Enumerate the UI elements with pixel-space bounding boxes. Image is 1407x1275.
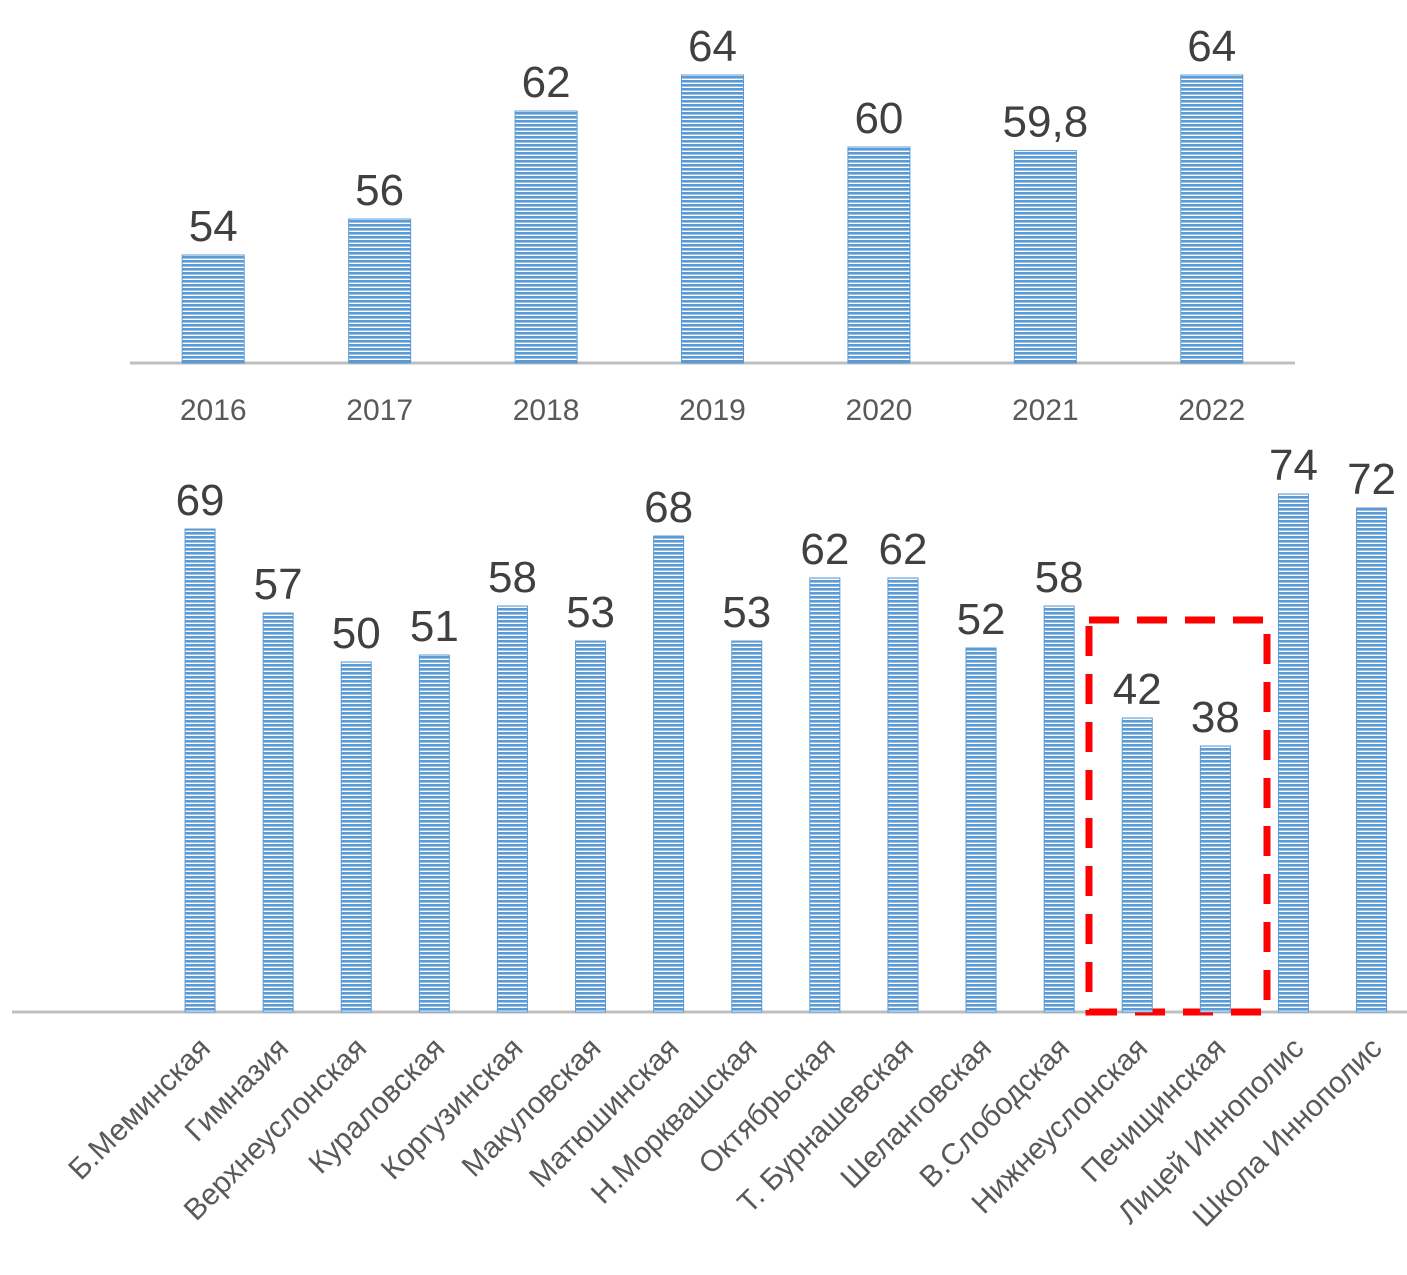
bar — [1043, 605, 1075, 1013]
x-tick-label: 2018 — [513, 394, 580, 427]
data-label: 53 — [566, 588, 615, 637]
x-tick-label: 2019 — [679, 394, 746, 427]
bar — [418, 654, 450, 1013]
bar — [965, 647, 997, 1013]
bar — [496, 605, 528, 1013]
bar — [1013, 150, 1077, 364]
x-tick-label: Октябрьская — [693, 1032, 842, 1181]
data-label: 62 — [522, 58, 571, 107]
bar — [1199, 745, 1231, 1013]
bar — [1121, 717, 1153, 1013]
bar — [348, 218, 412, 364]
data-label: 52 — [957, 595, 1006, 644]
x-tick-label: 2016 — [180, 394, 247, 427]
x-tick-label: Кураловская — [303, 1032, 452, 1181]
bar — [575, 640, 607, 1013]
data-label: 68 — [644, 483, 693, 532]
bar — [1180, 74, 1244, 364]
data-label: 57 — [254, 560, 303, 609]
x-tick-label: 2022 — [1178, 394, 1245, 427]
x-tick-label: 2021 — [1012, 394, 1079, 427]
bar — [809, 577, 841, 1013]
data-label: 62 — [878, 525, 927, 574]
data-label: 64 — [1187, 22, 1236, 71]
data-label: 72 — [1347, 455, 1396, 504]
data-label: 59,8 — [1003, 98, 1089, 147]
data-label: 60 — [854, 94, 903, 143]
data-label: 58 — [488, 553, 537, 602]
data-label: 64 — [688, 22, 737, 71]
data-label: 53 — [722, 588, 771, 637]
data-label: 56 — [355, 166, 404, 215]
data-label: 62 — [800, 525, 849, 574]
bar — [887, 577, 919, 1013]
x-tick-label: Макуловская — [456, 1032, 608, 1184]
data-label: 69 — [176, 476, 225, 525]
bar — [653, 535, 685, 1013]
bar — [514, 110, 578, 364]
bar — [1277, 493, 1309, 1013]
bar — [731, 640, 763, 1013]
bar — [181, 254, 245, 364]
x-tick-label: 2020 — [846, 394, 913, 427]
bar — [184, 528, 216, 1013]
data-label: 51 — [410, 602, 459, 651]
data-label: 42 — [1113, 665, 1162, 714]
bar — [847, 146, 911, 364]
x-tick-label: 2017 — [346, 394, 413, 427]
data-label: 58 — [1035, 553, 1084, 602]
data-label: 74 — [1269, 441, 1318, 490]
data-label: 38 — [1191, 693, 1240, 742]
bar — [1356, 507, 1388, 1013]
data-label: 54 — [189, 202, 238, 251]
data-label: 50 — [332, 609, 381, 658]
bar — [262, 612, 294, 1013]
bar — [340, 661, 372, 1013]
bar — [681, 74, 744, 364]
